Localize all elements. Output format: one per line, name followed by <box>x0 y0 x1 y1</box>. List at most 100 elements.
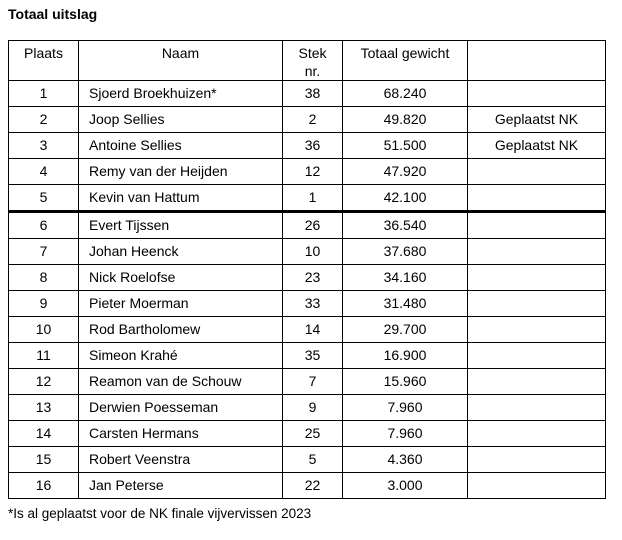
table-row: 13 Derwien Poesseman 9 7.960 <box>8 394 606 421</box>
cell-gewicht: 15.960 <box>342 368 468 395</box>
cell-stek: 23 <box>282 264 343 291</box>
cell-gewicht: 68.240 <box>342 80 468 107</box>
cell-plaats: 14 <box>8 420 79 447</box>
table-row: 11 Simeon Krahé 35 16.900 <box>8 342 606 369</box>
cell-stek: 25 <box>282 420 343 447</box>
cell-gewicht: 4.360 <box>342 446 468 473</box>
cell-naam: Sjoerd Broekhuizen* <box>78 80 283 107</box>
cell-naam: Jan Peterse <box>78 472 283 499</box>
cell-opmerking <box>467 184 606 212</box>
table-row: 2 Joop Sellies 2 49.820 Geplaatst NK <box>8 106 606 133</box>
table-header: Plaats Naam Stek nr. Totaal gewicht <box>8 40 606 81</box>
table-row: 10 Rod Bartholomew 14 29.700 <box>8 316 606 343</box>
header-row: Plaats Naam Stek nr. Totaal gewicht <box>8 40 606 81</box>
cell-opmerking <box>467 290 606 317</box>
cell-plaats: 6 <box>8 210 79 239</box>
cell-naam: Derwien Poesseman <box>78 394 283 421</box>
cell-naam: Kevin van Hattum <box>78 184 283 212</box>
cell-opmerking: Geplaatst NK <box>467 106 606 133</box>
header-plaats: Plaats <box>8 40 79 81</box>
cell-opmerking <box>467 80 606 107</box>
cell-naam: Antoine Sellies <box>78 132 283 159</box>
cell-plaats: 5 <box>8 184 79 212</box>
cell-gewicht: 36.540 <box>342 210 468 239</box>
table-row: 7 Johan Heenck 10 37.680 <box>8 238 606 265</box>
cell-naam: Pieter Moerman <box>78 290 283 317</box>
table-row: 12 Reamon van de Schouw 7 15.960 <box>8 368 606 395</box>
table-row: 16 Jan Peterse 22 3.000 <box>8 472 606 499</box>
table-row: 8 Nick Roelofse 23 34.160 <box>8 264 606 291</box>
cell-naam: Johan Heenck <box>78 238 283 265</box>
table-row: 1 Sjoerd Broekhuizen* 38 68.240 <box>8 80 606 107</box>
cell-stek: 2 <box>282 106 343 133</box>
cell-gewicht: 37.680 <box>342 238 468 265</box>
table-row: 15 Robert Veenstra 5 4.360 <box>8 446 606 473</box>
cell-plaats: 16 <box>8 472 79 499</box>
cell-plaats: 15 <box>8 446 79 473</box>
cell-stek: 38 <box>282 80 343 107</box>
header-naam: Naam <box>78 40 283 81</box>
cell-plaats: 10 <box>8 316 79 343</box>
cell-stek: 36 <box>282 132 343 159</box>
header-totaal-gewicht: Totaal gewicht <box>342 40 468 81</box>
page-title: Totaal uitslag <box>8 6 98 22</box>
cell-naam: Nick Roelofse <box>78 264 283 291</box>
cell-opmerking <box>467 158 606 185</box>
cell-naam: Evert Tijssen <box>78 210 283 239</box>
cell-stek: 12 <box>282 158 343 185</box>
cell-opmerking: Geplaatst NK <box>467 132 606 159</box>
results-table: Plaats Naam Stek nr. Totaal gewicht 1 Sjo… <box>8 40 606 499</box>
cell-naam: Reamon van de Schouw <box>78 368 283 395</box>
cell-naam: Remy van der Heijden <box>78 158 283 185</box>
results-tbody: 1 Sjoerd Broekhuizen* 38 68.240 2 Joop Sellie… <box>8 80 606 499</box>
cell-opmerking <box>467 472 606 499</box>
cell-stek: 1 <box>282 184 343 212</box>
header-stek-line2: nr. <box>304 63 321 79</box>
cell-opmerking <box>467 210 606 239</box>
cell-gewicht: 42.100 <box>342 184 468 212</box>
cell-opmerking <box>467 368 606 395</box>
cell-stek: 9 <box>282 394 343 421</box>
cell-plaats: 7 <box>8 238 79 265</box>
cell-opmerking <box>467 342 606 369</box>
footnote: *Is al geplaatst voor de NK finale vijve… <box>8 506 312 521</box>
header-stek-line1: Stek <box>298 45 327 61</box>
table-row: 14 Carsten Hermans 25 7.960 <box>8 420 606 447</box>
cell-stek: 10 <box>282 238 343 265</box>
cell-gewicht: 3.000 <box>342 472 468 499</box>
cell-opmerking <box>467 264 606 291</box>
cell-opmerking <box>467 316 606 343</box>
cell-plaats: 2 <box>8 106 79 133</box>
cell-opmerking <box>467 238 606 265</box>
cell-plaats: 13 <box>8 394 79 421</box>
cell-plaats: 1 <box>8 80 79 107</box>
header-stek-nr: Stek nr. <box>282 40 343 81</box>
cell-naam: Joop Sellies <box>78 106 283 133</box>
cell-gewicht: 7.960 <box>342 394 468 421</box>
cell-gewicht: 31.480 <box>342 290 468 317</box>
cell-stek: 5 <box>282 446 343 473</box>
cell-gewicht: 51.500 <box>342 132 468 159</box>
cell-stek: 22 <box>282 472 343 499</box>
cell-gewicht: 47.920 <box>342 158 468 185</box>
cell-stek: 26 <box>282 210 343 239</box>
table-row: 5 Kevin van Hattum 1 42.100 <box>8 184 606 212</box>
cell-opmerking <box>467 420 606 447</box>
cell-naam: Carsten Hermans <box>78 420 283 447</box>
header-extra <box>467 40 606 81</box>
cell-plaats: 8 <box>8 264 79 291</box>
cell-stek: 35 <box>282 342 343 369</box>
cell-plaats: 11 <box>8 342 79 369</box>
cell-gewicht: 29.700 <box>342 316 468 343</box>
cell-naam: Robert Veenstra <box>78 446 283 473</box>
cell-gewicht: 49.820 <box>342 106 468 133</box>
cell-plaats: 9 <box>8 290 79 317</box>
cell-stek: 14 <box>282 316 343 343</box>
cell-opmerking <box>467 446 606 473</box>
table-row: 9 Pieter Moerman 33 31.480 <box>8 290 606 317</box>
cell-stek: 33 <box>282 290 343 317</box>
cell-naam: Simeon Krahé <box>78 342 283 369</box>
cell-gewicht: 7.960 <box>342 420 468 447</box>
cell-plaats: 4 <box>8 158 79 185</box>
